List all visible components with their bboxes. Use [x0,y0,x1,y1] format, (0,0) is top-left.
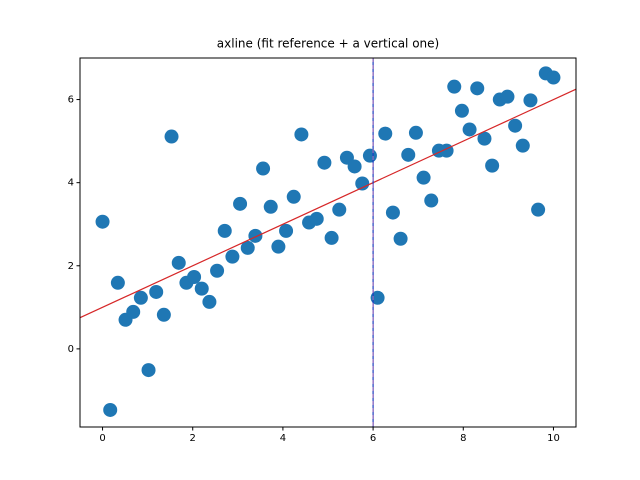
scatter-point [416,170,431,185]
scatter-point [355,176,370,191]
scatter-point [133,290,148,305]
y-tick-label: 0 [68,344,74,355]
x-tick-label: 2 [190,433,196,444]
scatter-point [225,249,240,264]
reference-line [80,88,576,319]
y-tick-label: 4 [68,178,74,189]
scatter-point [470,81,485,96]
scatter-point [508,118,523,133]
scatter-point [110,275,125,290]
x-tick-label: 10 [547,433,560,444]
scatter-point [324,230,339,245]
scatter-point [256,161,271,176]
scatter-point [309,211,324,226]
scatter-point [149,284,164,299]
y-tick-label: 2 [68,261,74,272]
scatter-point [401,147,416,162]
scatter-point [233,196,248,211]
scatter-point [248,228,263,243]
scatter-point [164,129,179,144]
scatter-point [240,240,255,255]
scatter-point [385,205,400,220]
scatter-point [294,127,309,142]
x-tick-label: 0 [99,433,105,444]
scatter-point [194,281,209,296]
y-tick-label: 6 [68,95,74,106]
scatter-point [477,131,492,146]
x-tick-label: 8 [460,433,466,444]
chart-title: axline (fit reference + a vertical one) [217,37,439,51]
scatter-point [156,307,171,322]
scatter-point [447,79,462,94]
axes-frame [79,57,577,428]
scatter-point [141,363,156,378]
scatter-point [332,202,347,217]
scatter-point [171,255,186,270]
scatter-point [500,89,515,104]
scatter-point [210,263,225,278]
x-tick-label: 6 [370,433,376,444]
scatter-point [378,126,393,141]
scatter-point [424,193,439,208]
scatter-point [279,223,294,238]
scatter-point [462,122,477,137]
scatter-point [263,199,278,214]
scatter-point [362,148,377,163]
scatter-point [347,159,362,174]
scatter-point [187,269,202,284]
scatter-point [103,402,118,417]
scatter-point [370,290,385,305]
plot-area [80,58,576,427]
scatter-point [126,304,141,319]
scatter-point [271,239,286,254]
x-tick-label: 4 [280,433,286,444]
scatter-point [523,93,538,108]
scatter-point [515,138,530,153]
scatter-point [286,189,301,204]
scatter-point [546,70,561,85]
scatter-point [531,202,546,217]
scatter-point [95,214,110,229]
scatter-point [393,231,408,246]
scatter-point [202,294,217,309]
scatter-point [408,125,423,140]
scatter-point [217,223,232,238]
scatter-point [485,158,500,173]
scatter-point [454,103,469,118]
scatter-point [317,155,332,170]
